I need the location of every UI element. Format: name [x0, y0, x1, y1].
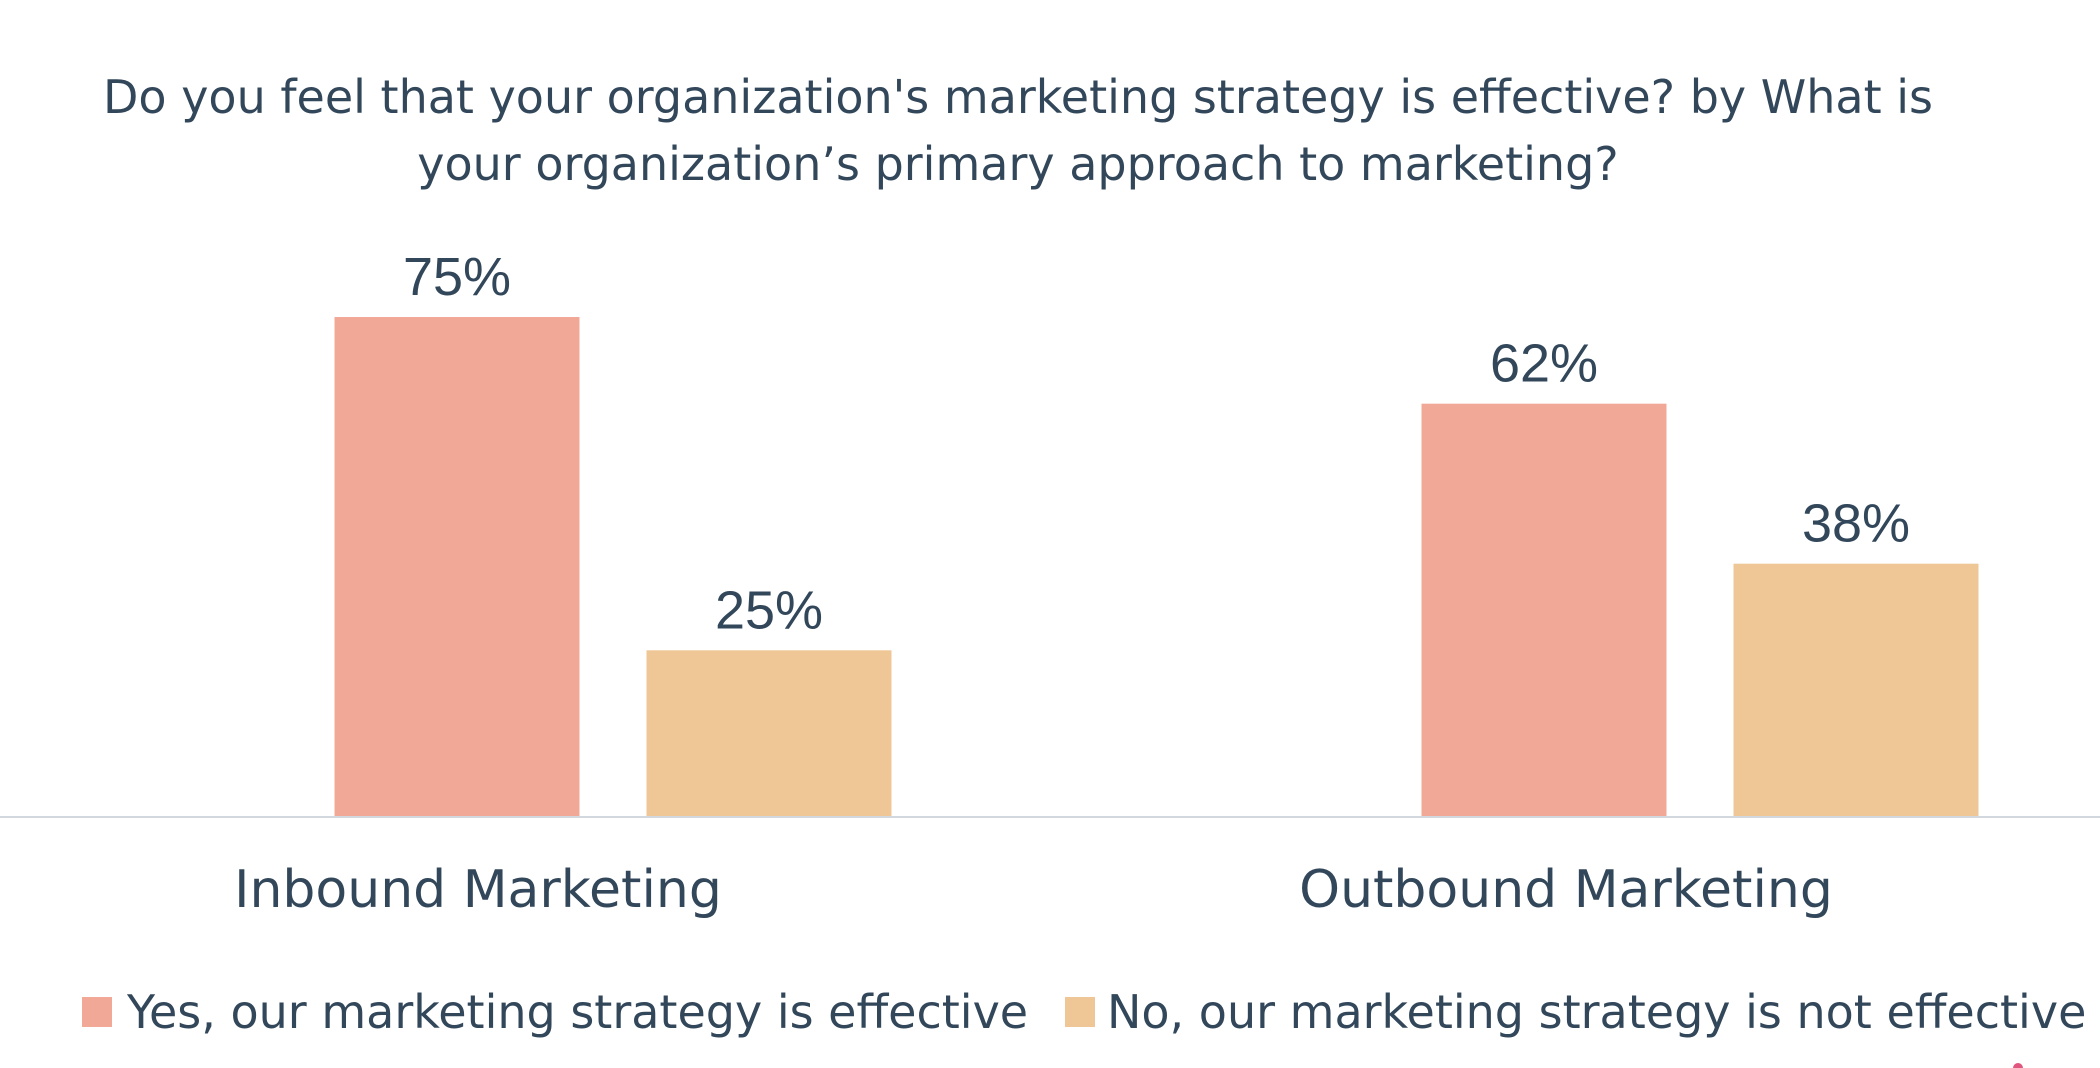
- bar-no-outbound[interactable]: [1733, 563, 1979, 817]
- legend-swatch-no: [1065, 997, 1095, 1027]
- chart-title-line-1: Do you feel that your organization's mar…: [103, 70, 1933, 124]
- value-label-no-outbound: 38%: [1802, 494, 1910, 554]
- legend-swatch-yes: [82, 997, 112, 1027]
- bars-layer: [334, 317, 1979, 817]
- corner-accent-dot: [2013, 1063, 2023, 1068]
- legend: Yes, our marketing strategy is effective…: [82, 985, 2086, 1039]
- value-label-yes-outbound: 62%: [1490, 334, 1598, 394]
- value-label-no-inbound: 25%: [715, 580, 823, 640]
- value-labels-layer: 75% 62% 25% 38%: [403, 247, 1910, 640]
- category-labels-layer: Inbound Marketing Outbound Marketing: [234, 860, 1833, 920]
- legend-label-yes: Yes, our marketing strategy is effective: [126, 985, 1028, 1039]
- value-label-yes-inbound: 75%: [403, 247, 511, 307]
- category-label-outbound: Outbound Marketing: [1299, 860, 1833, 920]
- chart-title-line-2: your organization’s primary approach to …: [417, 137, 1618, 191]
- category-label-inbound: Inbound Marketing: [234, 860, 722, 920]
- legend-label-no: No, our marketing strategy is not effect…: [1107, 985, 2086, 1039]
- bar-yes-outbound[interactable]: [1421, 403, 1667, 817]
- legend-item-yes[interactable]: Yes, our marketing strategy is effective: [82, 985, 1028, 1039]
- bar-yes-inbound[interactable]: [334, 317, 580, 817]
- chart-title: Do you feel that your organization's mar…: [103, 70, 1933, 191]
- bar-no-inbound[interactable]: [646, 650, 892, 817]
- legend-item-no[interactable]: No, our marketing strategy is not effect…: [1065, 985, 2086, 1039]
